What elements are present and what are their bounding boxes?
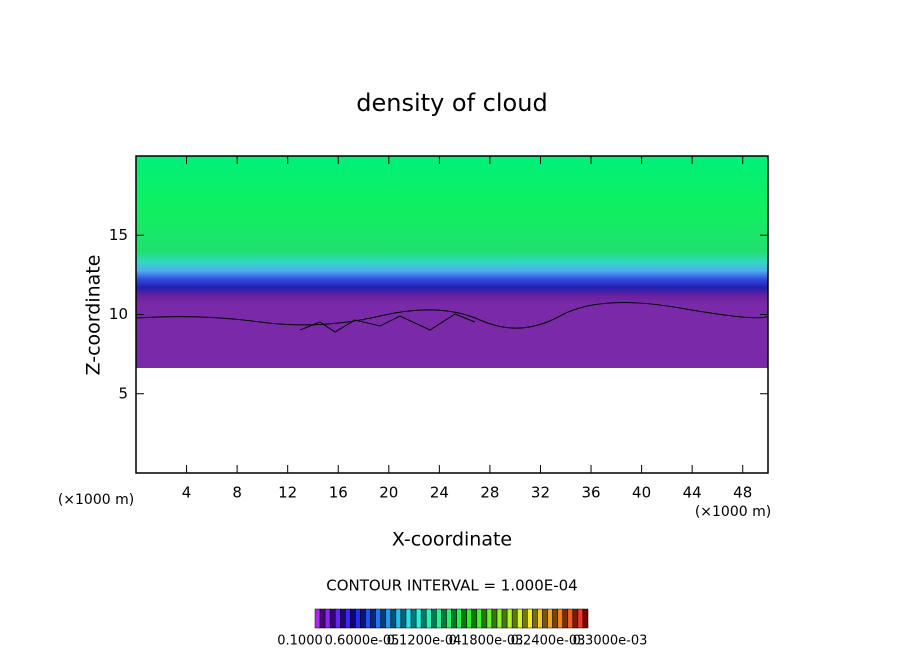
colorbar-swatch [420, 608, 427, 629]
x-tick-label: 20 [379, 484, 398, 502]
colorbar-swatch [410, 608, 417, 629]
colorbar-swatch [516, 608, 523, 629]
colorbar-swatch [481, 608, 488, 629]
y-tick-label: 15 [109, 226, 128, 244]
x-tick-label: 40 [632, 484, 651, 502]
colorbar-swatch [451, 608, 457, 629]
colorbar-swatch [547, 608, 553, 629]
colorbar-swatch [355, 608, 361, 629]
colorbar-swatch [345, 608, 351, 629]
colorbar-swatch [370, 608, 376, 629]
colorbar-swatch [542, 608, 548, 629]
colorbar-swatch [400, 608, 407, 629]
colorbar-swatch [582, 608, 589, 629]
colorbar-swatch [431, 608, 437, 629]
colorbar-swatch [446, 608, 452, 629]
colorbar-swatch [340, 608, 346, 629]
x-tick-label: 12 [278, 484, 297, 502]
colorbar-swatch [577, 608, 584, 629]
colorbar-swatch [496, 608, 503, 629]
y-tick-label: 5 [118, 384, 128, 402]
colorbar-swatch [562, 608, 569, 629]
colorbar-label: 0.2400e-03 [511, 634, 586, 649]
colorbar-swatch [385, 608, 392, 629]
colorbar-swatch [501, 608, 508, 629]
colorbar-swatch [395, 608, 402, 629]
colorbar-swatch [471, 608, 478, 629]
x-tick-label: 36 [581, 484, 600, 502]
field [136, 156, 768, 368]
colorbar: 0.1000 0.6000e-050.1200e-040.1800e-030.24… [277, 608, 648, 649]
colorbar-swatch [375, 608, 381, 629]
colorbar-swatch [476, 608, 483, 629]
contour-line [299, 313, 476, 333]
colorbar-swatch [360, 608, 366, 629]
x-axis-label: X-coordinate [392, 529, 512, 551]
contour-line [135, 302, 769, 329]
colorbar-swatch [466, 608, 472, 629]
colorbar-swatch [415, 608, 422, 629]
colorbar-swatch [380, 608, 387, 629]
colorbar-swatch [557, 608, 563, 629]
colorbar-swatch [329, 608, 336, 629]
colorbar-swatch [567, 608, 574, 629]
colorbar-swatch [390, 608, 397, 629]
colorbar-swatch [405, 608, 412, 629]
colorbar-label: 0.1200e-04 [387, 634, 462, 649]
colorbar-swatch [461, 608, 467, 629]
colorbar-label: 0.6000e-05 [325, 634, 400, 649]
colorbar-label: 0.1800e-03 [449, 634, 524, 649]
colorbar-swatch [527, 608, 533, 629]
colorbar-swatch [314, 608, 321, 629]
x-tick-label: 8 [232, 484, 242, 502]
x-unit-label: (×1000 m) [695, 504, 771, 520]
colorbar-swatch [365, 608, 371, 629]
colorbar-swatch [491, 608, 498, 629]
colorbar-swatch [324, 608, 331, 629]
colorbar-swatch [436, 608, 442, 629]
colorbar-swatch [319, 608, 326, 629]
colorbar-swatch [511, 608, 518, 629]
x-tick-label: 4 [182, 484, 192, 502]
x-tick-label: 44 [683, 484, 702, 502]
x-tick-label: 16 [329, 484, 348, 502]
colorbar-swatch [425, 608, 432, 629]
y-tick-label: 10 [109, 305, 128, 323]
colorbar-swatch [350, 608, 356, 629]
colorbar-swatch [441, 608, 447, 629]
colorbar-swatch [522, 608, 528, 629]
x-tick-label: 28 [480, 484, 499, 502]
colorbar-swatch [532, 608, 538, 629]
colorbar-swatch [552, 608, 558, 629]
colorbar-swatch [572, 608, 579, 629]
x-tick-label: 48 [733, 484, 752, 502]
y-axis-label: Z-coordinate [83, 255, 105, 376]
contour-interval: CONTOUR INTERVAL = 1.000E-04 [326, 577, 577, 595]
x-tick-label: 24 [430, 484, 449, 502]
colorbar-swatch [334, 608, 341, 629]
x-tick-label: 32 [531, 484, 550, 502]
colorbar-swatch [486, 608, 493, 629]
colorbar-swatch [537, 608, 543, 629]
colorbar-label: 0.1000 [277, 634, 323, 649]
colorbar-swatch [456, 608, 462, 629]
colorbar-swatch [506, 608, 513, 629]
chart-title: density of cloud [356, 89, 547, 117]
y-unit-label: (×1000 m) [58, 492, 134, 508]
colorbar-label: 0.3000e-03 [573, 634, 648, 649]
